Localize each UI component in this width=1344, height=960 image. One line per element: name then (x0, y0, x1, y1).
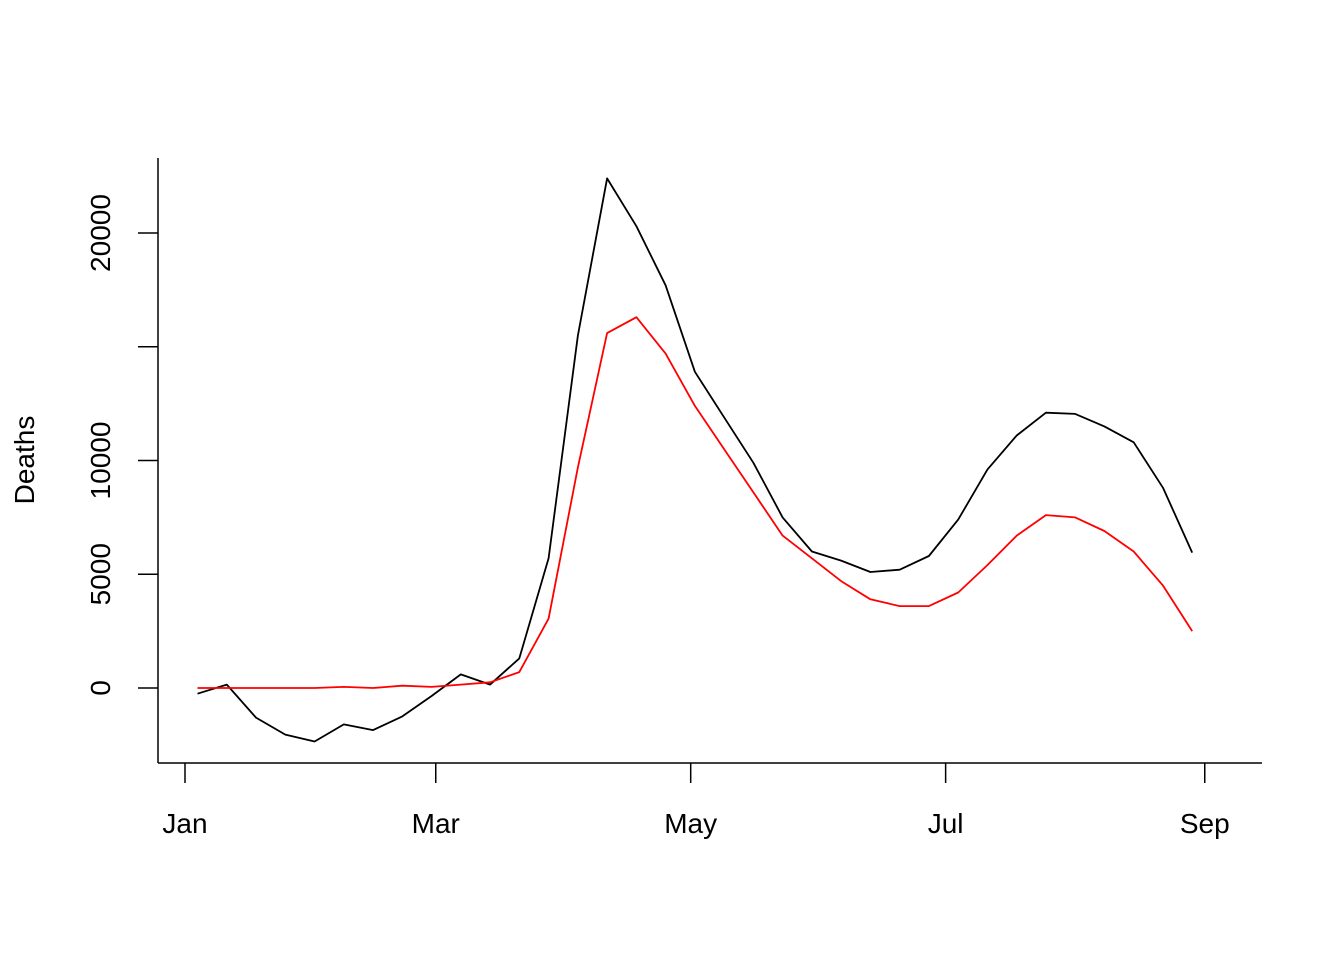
series-line-1 (197, 177, 1194, 743)
series-layer (197, 177, 1194, 743)
x-tick-label: Sep (1180, 808, 1230, 839)
y-tick-label: 5000 (85, 543, 116, 605)
x-axis: Jan Mar May Jul Sep (158, 762, 1262, 839)
series-line-2 (197, 316, 1193, 689)
x-tick-label: Jul (928, 808, 964, 839)
y-axis-title: Deaths (9, 416, 40, 505)
x-tick-label: May (664, 808, 717, 839)
y-tick-label: 10000 (85, 422, 116, 500)
x-tick-label: Jan (162, 808, 207, 839)
y-axis: 0 5000 10000 20000 (85, 158, 159, 763)
y-tick-label: 0 (85, 680, 116, 696)
y-tick-label: 20000 (85, 194, 116, 272)
x-tick-label: Mar (412, 808, 460, 839)
